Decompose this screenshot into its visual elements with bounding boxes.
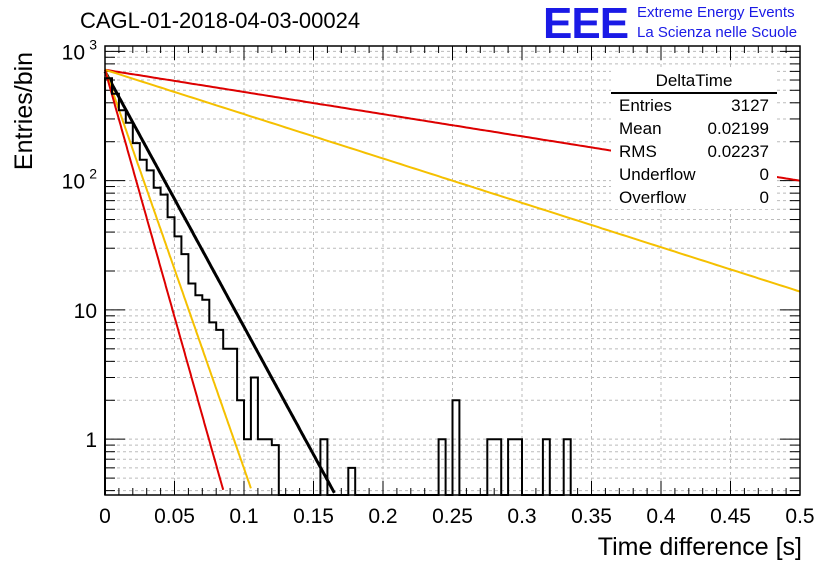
y-tick-exponent: 3 [89, 36, 97, 52]
stats-title: DeltaTime [611, 70, 777, 94]
x-tick-label: 0.3 [507, 505, 536, 528]
logo-line-2: La Scienza nelle Scuole [637, 24, 798, 41]
stats-row: Mean 0.02199 [611, 117, 777, 140]
stats-value: 0.02237 [707, 142, 769, 161]
x-tick-label: 0.05 [154, 505, 195, 528]
y-tick-label: 10 [74, 300, 97, 323]
x-axis-label: Time difference [s] [597, 533, 802, 561]
x-tick-label: 0.15 [293, 505, 334, 528]
stats-value: 0.02199 [707, 119, 769, 138]
y-tick-label: 10 [62, 41, 85, 64]
stats-value: 0 [759, 165, 769, 184]
logo-caption: Extreme Energy Events La Scienza nelle S… [637, 3, 797, 43]
chart-title: CAGL-01-2018-04-03-00024 [80, 8, 361, 33]
stats-label: Overflow [619, 188, 687, 207]
x-tick-label: 0.2 [368, 505, 397, 528]
x-tick-label: 0.4 [646, 505, 676, 528]
stats-value: 0 [759, 188, 769, 207]
x-tick-label: 0.45 [710, 505, 751, 528]
stats-label: Entries [619, 96, 672, 115]
curve-red [104, 69, 225, 491]
tick-labels: 0 0.05 0.1 0.15 0.2 0.25 0.3 0.35 0.4 0.45 0.5 1 10 1… [62, 36, 815, 528]
stats-row: RMS 0.02237 [611, 140, 777, 163]
y-tick-label: 10 [62, 171, 85, 194]
stats-box: DeltaTime Entries 3127 Mean 0.02199 RMS 0.0… [611, 70, 777, 209]
logo-line-1: Extreme Energy Events [637, 4, 795, 21]
stats-row: Underflow 0 [611, 163, 777, 186]
x-tick-label: 0.5 [785, 505, 814, 528]
stats-label: RMS [619, 142, 657, 161]
stats-label: Mean [619, 119, 662, 138]
stats-label: Underflow [619, 165, 696, 184]
x-tick-label: 0.25 [432, 505, 473, 528]
eee-logo: EEE [543, 0, 629, 48]
x-tick-label: 0.1 [229, 505, 258, 528]
stats-row: Entries 3127 [611, 94, 777, 117]
x-tick-label: 0.35 [571, 505, 612, 528]
stats-row: Overflow 0 [611, 186, 777, 209]
curve-yellow [104, 69, 252, 489]
grid-lines [105, 46, 800, 495]
stats-value: 3127 [731, 96, 769, 115]
y-axis-label: Entries/bin [10, 51, 38, 171]
plot-frame [104, 45, 801, 496]
curve-fit [103, 70, 336, 494]
curve-yellow [104, 68, 801, 293]
axis-ticks [104, 46, 801, 495]
y-tick-exponent: 2 [89, 166, 97, 182]
x-tick-label: 0 [99, 505, 111, 528]
y-tick-label: 1 [85, 429, 97, 452]
